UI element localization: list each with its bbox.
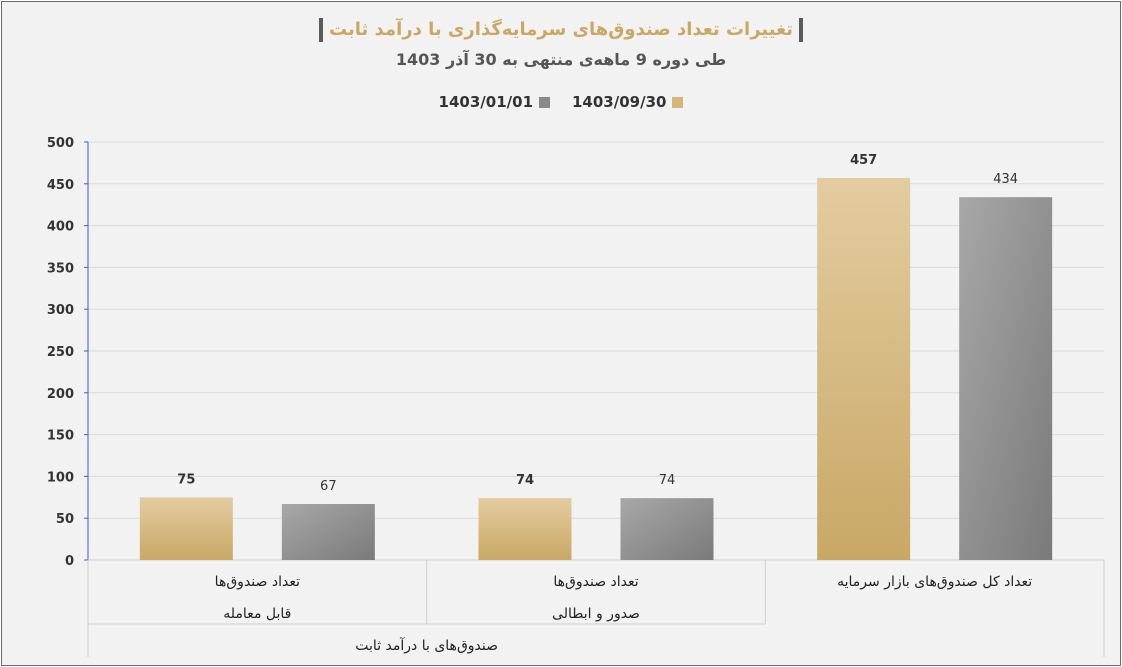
y-tick-label: 200 (47, 387, 74, 402)
chart-legend: 1403/09/30 1403/01/01 (2, 93, 1120, 111)
legend-item-series-1: 1403/09/30 (572, 93, 684, 111)
y-tick-label: 0 (65, 554, 74, 569)
data-label-series-2: 74 (659, 473, 676, 488)
bar-series-1 (139, 497, 233, 560)
data-label-series-1: 457 (850, 153, 877, 168)
bar-series-2 (620, 498, 714, 560)
data-label-series-2: 67 (320, 479, 337, 494)
category-label: قابل معامله (223, 606, 291, 622)
y-tick-label: 50 (56, 512, 74, 527)
y-tick-label: 250 (47, 345, 74, 360)
legend-label-series-2: 1403/01/01 (438, 93, 533, 111)
y-tick-label: 300 (47, 303, 74, 318)
legend-swatch-series-1 (672, 96, 684, 108)
bar-series-1 (817, 177, 911, 560)
category-label: صدور و ابطالی (552, 606, 640, 622)
data-label-series-1: 75 (177, 472, 195, 487)
category-label: تعداد صندوق‌ها (215, 574, 300, 590)
category-label: تعداد کل صندوق‌های بازار سرمایه (837, 574, 1032, 590)
chart-subtitle: طی دوره 9 ماهه‌ی منتهی به 30 آذر 1403 (395, 50, 727, 69)
bar-series-2 (959, 197, 1053, 560)
group-label: صندوق‌های با درآمد ثابت (355, 637, 498, 654)
data-label-series-1: 74 (516, 473, 534, 488)
y-tick-label: 450 (47, 178, 74, 193)
y-tick-label: 100 (47, 470, 74, 485)
legend-item-series-2: 1403/01/01 (439, 93, 550, 111)
chart-title: تغییرات تعداد صندوق‌های سرمایه‌گذاری با … (318, 18, 804, 42)
category-label: تعداد صندوق‌ها (553, 574, 638, 590)
bar-series-2 (281, 503, 375, 560)
bar-series-1 (478, 498, 572, 560)
y-tick-label: 150 (47, 429, 74, 444)
data-label-series-2: 434 (993, 172, 1018, 187)
y-tick-label: 350 (47, 261, 74, 276)
y-tick-label: 400 (47, 220, 74, 235)
legend-label-series-1: 1403/09/30 (572, 93, 667, 111)
y-tick-label: 500 (47, 136, 74, 151)
legend-swatch-series-2 (539, 96, 550, 108)
